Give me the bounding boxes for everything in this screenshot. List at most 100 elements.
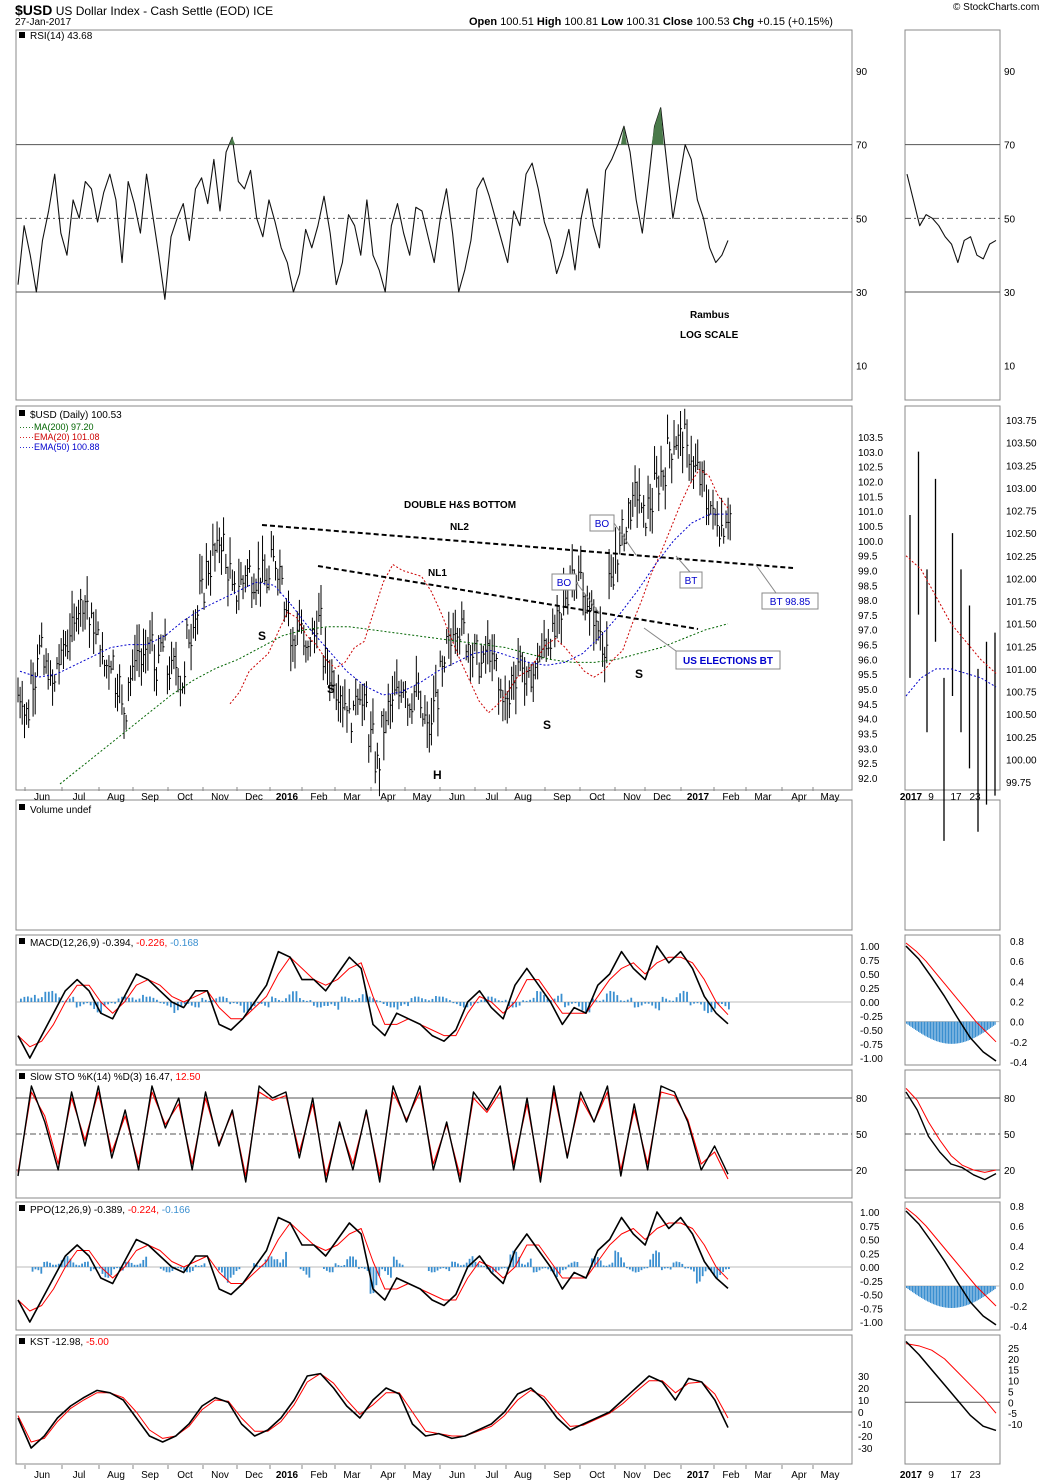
ppo-histogram-bar bbox=[34, 1267, 37, 1270]
ppo-histogram-bar bbox=[136, 1264, 139, 1267]
macd-side-histogram-bar bbox=[909, 1021, 911, 1026]
ppo-histogram-bar bbox=[442, 1267, 445, 1269]
price-side-tick-label: 101.75 bbox=[1006, 597, 1037, 608]
ppo-histogram-bar bbox=[384, 1267, 386, 1272]
macd-histogram-bar bbox=[246, 1002, 249, 1013]
ma200-line bbox=[59, 623, 729, 785]
ppo-side-line bbox=[905, 1210, 997, 1326]
ppo-side-histogram-bar bbox=[936, 1286, 938, 1306]
macd-histogram-bar bbox=[149, 996, 151, 1002]
ema50-legend: ·····EMA(50) 100.88 bbox=[19, 442, 100, 452]
ppo-histogram-bar bbox=[180, 1267, 183, 1269]
ppo-side-histogram-bar bbox=[975, 1286, 977, 1302]
macd-histogram-bar bbox=[319, 1002, 322, 1008]
sto-tick-label: 80 bbox=[856, 1094, 868, 1105]
side-panel-frame bbox=[904, 799, 1001, 931]
pattern-label: DOUBLE H&S BOTTOM bbox=[404, 500, 516, 511]
macd-side-histogram-bar bbox=[933, 1021, 935, 1040]
ppo-side-histogram-bar bbox=[990, 1286, 992, 1293]
x-axis-month-label: Feb bbox=[722, 792, 740, 803]
ppo-histogram-bar bbox=[666, 1267, 669, 1269]
ppo-histogram-bar bbox=[57, 1263, 60, 1267]
x-axis-month-label: May bbox=[413, 792, 432, 803]
macd-histogram-bar bbox=[142, 994, 144, 1002]
macd-histogram-bar bbox=[159, 1002, 162, 1004]
kst-legend-swatch bbox=[19, 1338, 25, 1344]
ppo-histogram-bar bbox=[378, 1267, 381, 1277]
macd-side-histogram-bar bbox=[970, 1021, 972, 1040]
ppo-histogram-bar bbox=[608, 1264, 611, 1267]
macd-histogram-bar bbox=[658, 1002, 661, 1011]
ppo-histogram-bar bbox=[127, 1261, 130, 1267]
x-axis-month-label: Sep bbox=[141, 1470, 159, 1481]
macd-histogram-bar bbox=[75, 1002, 78, 1008]
neckline-nl2 bbox=[261, 524, 794, 569]
rsi-side-line bbox=[906, 174, 997, 264]
ppo-side-histogram-bar bbox=[951, 1286, 953, 1308]
ppo-histogram-bar bbox=[142, 1259, 145, 1267]
macd-histogram-bar bbox=[351, 1000, 354, 1002]
macd-histogram-bar bbox=[281, 1000, 284, 1002]
ppo-histogram-bar bbox=[658, 1252, 660, 1267]
macd-histogram-bar bbox=[379, 1000, 382, 1002]
macd-side-histogram-bar bbox=[940, 1021, 942, 1043]
macd-side-histogram-bar bbox=[969, 1021, 971, 1040]
macd-histogram-bar bbox=[393, 1002, 395, 1008]
ppo-histogram-bar bbox=[98, 1267, 101, 1269]
ppo-histogram-bar bbox=[663, 1267, 666, 1269]
ppo-histogram-bar bbox=[576, 1261, 579, 1267]
ppo-histogram-bar bbox=[107, 1267, 110, 1278]
ppo-histogram-bar bbox=[89, 1267, 92, 1272]
macd-side-histogram-bar bbox=[951, 1021, 953, 1044]
macd-histogram-bar bbox=[539, 991, 542, 1002]
chart-instrument-name: US Dollar Index - Cash Settle (EOD) bbox=[55, 4, 250, 18]
ppo-side-histogram-bar bbox=[945, 1286, 947, 1308]
price-tick-label: 94.0 bbox=[858, 715, 878, 726]
macd-histogram-bar bbox=[274, 998, 277, 1002]
macd-side-histogram-bar bbox=[988, 1021, 990, 1029]
price-side-tick-label: 103.25 bbox=[1006, 461, 1037, 472]
macd-histogram-bar bbox=[487, 996, 490, 1002]
ppo-histogram-bar bbox=[462, 1264, 465, 1267]
sto-legend-swatch bbox=[19, 1073, 25, 1079]
macd-histogram-bar bbox=[305, 1000, 308, 1002]
kst-side-tick-label: -5 bbox=[1008, 1409, 1017, 1420]
macd-histogram-bar bbox=[483, 997, 486, 1002]
ppo-histogram-bar bbox=[556, 1267, 558, 1278]
ppo-histogram-bar bbox=[480, 1265, 483, 1267]
ppo-side-histogram-bar bbox=[958, 1286, 960, 1308]
macd-histogram-bar bbox=[243, 1002, 246, 1013]
macd-histogram-bar bbox=[721, 1002, 723, 1005]
kst-line bbox=[17, 1372, 729, 1449]
ppo-histogram-bar bbox=[529, 1258, 532, 1267]
ppo-histogram-bar bbox=[693, 1267, 695, 1272]
macd-histogram-bar bbox=[110, 1002, 113, 1004]
macd-histogram-bar bbox=[497, 1000, 500, 1002]
macd-histogram-bar bbox=[156, 999, 158, 1002]
ppo-side-histogram-bar bbox=[933, 1286, 935, 1305]
ppo-histogram-bar bbox=[617, 1252, 620, 1267]
ppo-histogram-bar bbox=[238, 1267, 241, 1270]
ppo-side-histogram-bar bbox=[924, 1286, 926, 1300]
ppo-side-histogram-bar bbox=[960, 1286, 962, 1308]
macd-side-histogram-bar bbox=[916, 1021, 918, 1031]
macd-histogram-bar bbox=[442, 996, 444, 1002]
ppo-side-histogram-bar bbox=[994, 1286, 996, 1290]
price-side-tick-label: 101.25 bbox=[1006, 642, 1037, 653]
price-tick-label: 100.0 bbox=[858, 537, 883, 548]
macd-histogram-bar bbox=[400, 1002, 402, 1006]
ppo-histogram-bar bbox=[328, 1267, 331, 1273]
x-axis-month-label: Nov bbox=[211, 1470, 229, 1481]
macd-side-line bbox=[905, 945, 997, 1062]
macd-histogram-bar bbox=[473, 1002, 476, 1004]
macd-histogram-bar bbox=[204, 999, 207, 1002]
macd-side-histogram-bar bbox=[942, 1021, 944, 1043]
ppo-histogram-bar bbox=[363, 1267, 366, 1270]
ppo-histogram-bar bbox=[451, 1261, 454, 1267]
ppo-histogram-bar bbox=[492, 1267, 494, 1273]
ppo-histogram-bar bbox=[232, 1267, 235, 1275]
rsi-side-tick-label: 70 bbox=[1004, 141, 1016, 152]
macd-histogram-bar bbox=[23, 996, 26, 1002]
macd-histogram-bar bbox=[107, 1002, 109, 1005]
price-tick-label: 101.5 bbox=[858, 492, 883, 503]
